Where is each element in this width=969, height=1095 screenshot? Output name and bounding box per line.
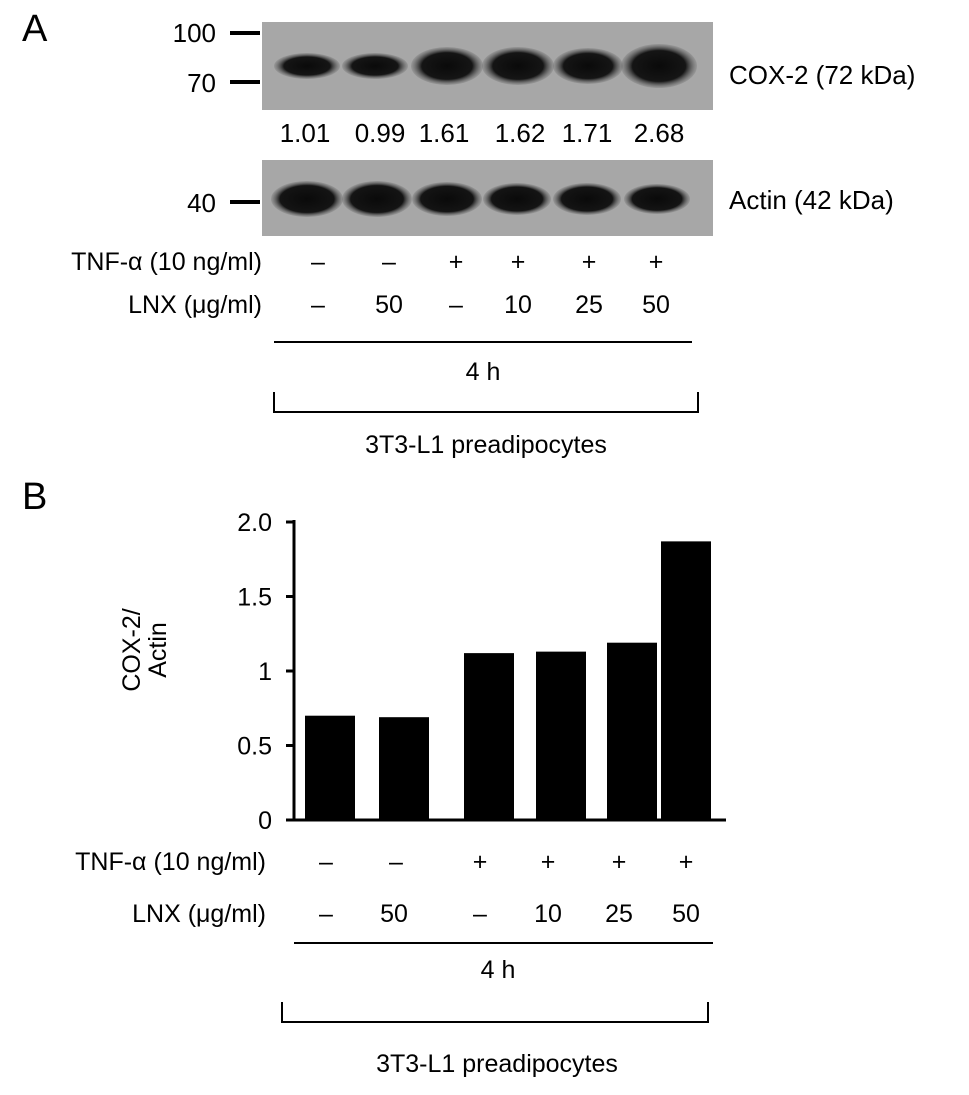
lnx-value: – (311, 291, 325, 319)
panel-a-cell-label: 3T3-L1 preadipocytes (365, 431, 607, 459)
quant-value: 1.71 (561, 118, 613, 148)
cox2-blot-label: COX-2 (72 kDa) (729, 60, 916, 90)
cox2-band (482, 47, 554, 85)
tnf-value: + (678, 848, 694, 876)
y-tick-label: 0.5 (237, 733, 272, 761)
tnf-label: TNF-α (10 ng/ml) (71, 248, 262, 276)
actin-band (624, 184, 690, 214)
lnx-label: LNX (μg/ml) (132, 900, 266, 928)
actin-blot-label: Actin (42 kDa) (729, 185, 894, 215)
lnx-value: 25 (605, 900, 633, 928)
quant-value: 0.99 (354, 118, 406, 148)
bar (379, 717, 429, 820)
tnf-value: – (311, 248, 325, 276)
tnf-value: – (382, 248, 396, 276)
marker-label-70: 70 (187, 68, 216, 98)
panel-a-time-label: 4 h (465, 358, 501, 386)
cox2-band (274, 53, 340, 79)
actin-band (271, 181, 343, 217)
tnf-value: + (472, 848, 488, 876)
panel-b-time-label: 4 h (480, 956, 516, 984)
lnx-value: 50 (380, 900, 408, 928)
y-tick-label: 1.5 (237, 584, 272, 612)
bar (464, 653, 514, 820)
cox2-band (342, 53, 408, 79)
cox2-band (553, 48, 623, 84)
quant-value: 1.61 (418, 118, 470, 148)
actin-band (483, 183, 551, 215)
bar (305, 715, 355, 820)
bar (536, 651, 586, 820)
lnx-value: 10 (504, 291, 532, 319)
lnx-value: – (319, 900, 333, 928)
panel-b-label: B (22, 476, 48, 518)
lnx-value: 50 (672, 900, 700, 928)
panel-b-cell-bracket (281, 1002, 709, 1023)
quant-value: 1.62 (494, 118, 546, 148)
bar (661, 541, 711, 820)
panel-a-label: A (22, 8, 48, 50)
panel-a-cell-bracket (273, 392, 699, 413)
cox2-band (411, 47, 483, 85)
quant-value: 2.68 (633, 118, 685, 148)
lnx-value: – (473, 900, 487, 928)
lnx-label: LNX (μg/ml) (128, 291, 262, 319)
tnf-value: – (319, 848, 333, 876)
lnx-value: 50 (375, 291, 403, 319)
lnx-value: – (449, 291, 463, 319)
actin-band (553, 183, 621, 215)
cox2-band (621, 44, 697, 88)
tnf-value: + (540, 848, 556, 876)
panel-b-cell-label: 3T3-L1 preadipocytes (376, 1050, 618, 1078)
marker-label-40: 40 (187, 188, 216, 218)
tnf-value: + (448, 248, 464, 276)
quant-value: 1.01 (279, 118, 331, 148)
lnx-value: 50 (642, 291, 670, 319)
y-tick-label: 2.0 (237, 509, 272, 537)
tnf-value: + (510, 248, 526, 276)
y-tick-label: 1 (258, 658, 272, 686)
y-tick-label: 0 (258, 807, 272, 835)
bar (607, 642, 657, 820)
tnf-value: + (611, 848, 627, 876)
actin-band (342, 181, 412, 217)
marker-label-100: 100 (172, 18, 216, 48)
actin-band (412, 182, 482, 216)
tnf-value: + (648, 248, 664, 276)
tnf-value: – (389, 848, 403, 876)
tnf-label: TNF-α (10 ng/ml) (75, 848, 266, 876)
lnx-value: 25 (575, 291, 603, 319)
tnf-value: + (581, 248, 597, 276)
lnx-value: 10 (534, 900, 562, 928)
